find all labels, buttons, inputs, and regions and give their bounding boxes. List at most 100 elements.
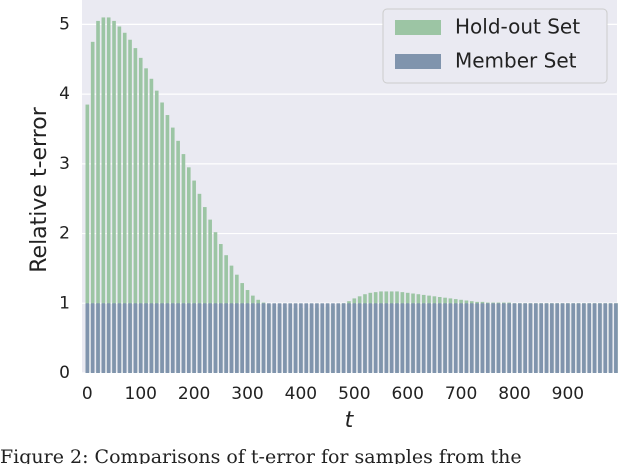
bar xyxy=(443,303,447,373)
bar xyxy=(614,303,618,373)
bar xyxy=(117,26,122,373)
bar xyxy=(496,303,501,373)
bar xyxy=(197,303,202,373)
bar xyxy=(400,303,405,373)
bar xyxy=(571,303,576,373)
bar xyxy=(240,303,244,373)
bar xyxy=(138,57,143,374)
x-tick-label: 200 xyxy=(178,384,210,404)
bar xyxy=(459,303,463,373)
legend-swatch xyxy=(395,20,441,35)
bar xyxy=(245,303,250,373)
bar xyxy=(85,104,90,373)
y-tick-label: 2 xyxy=(59,224,70,244)
bar xyxy=(325,303,330,373)
bar xyxy=(213,232,218,373)
legend-label: Hold-out Set xyxy=(455,15,580,39)
x-tick-label: 300 xyxy=(231,384,263,404)
bar xyxy=(507,303,511,373)
bar xyxy=(176,303,180,373)
bar xyxy=(555,303,560,373)
bar xyxy=(170,303,175,373)
x-tick-label: 500 xyxy=(338,384,370,404)
bar xyxy=(309,303,314,373)
bar xyxy=(518,303,522,373)
bar xyxy=(165,115,170,373)
bar xyxy=(582,303,586,373)
bar xyxy=(154,90,159,374)
bar xyxy=(512,303,517,373)
bar xyxy=(154,303,159,373)
x-tick-label: 100 xyxy=(125,384,157,404)
bar xyxy=(122,303,127,373)
caption: Figure 2: Comparisons of t-error for sam… xyxy=(0,446,522,464)
bar xyxy=(85,303,90,373)
bar xyxy=(170,127,175,373)
bar xyxy=(405,303,410,373)
bar xyxy=(112,303,116,373)
bar xyxy=(395,303,399,373)
bar xyxy=(432,303,437,373)
bar xyxy=(181,154,186,373)
bar xyxy=(138,303,143,373)
bar xyxy=(149,303,154,373)
bar xyxy=(96,20,100,373)
bar xyxy=(229,303,234,373)
bar xyxy=(133,303,138,373)
bar xyxy=(165,303,170,373)
bar xyxy=(480,303,485,373)
bar xyxy=(117,303,122,373)
bar xyxy=(534,303,538,373)
bar xyxy=(539,303,543,373)
bar xyxy=(608,303,613,373)
bar xyxy=(331,303,335,373)
bar xyxy=(202,207,207,373)
bar xyxy=(128,303,132,373)
bar xyxy=(341,303,346,373)
bar xyxy=(267,303,271,373)
legend-swatch xyxy=(395,54,441,69)
x-tick-label: 900 xyxy=(552,384,584,404)
bar xyxy=(304,303,309,373)
bar xyxy=(202,303,207,373)
y-tick-label: 0 xyxy=(59,363,70,383)
bar xyxy=(106,17,111,374)
bar xyxy=(288,303,293,373)
bar xyxy=(224,303,228,373)
bar xyxy=(603,303,608,373)
y-tick-label: 3 xyxy=(59,154,70,174)
bar xyxy=(528,303,533,373)
bar xyxy=(357,303,362,373)
bar xyxy=(352,303,357,373)
y-axis-label: Relative t-error xyxy=(27,106,52,272)
bar xyxy=(347,303,351,373)
bar xyxy=(122,32,127,374)
bar xyxy=(523,303,527,373)
bar xyxy=(251,303,255,373)
bar xyxy=(133,48,138,374)
bar xyxy=(112,20,116,373)
x-tick-label: 0 xyxy=(82,384,93,404)
bar xyxy=(453,303,458,373)
bar xyxy=(192,303,196,373)
bar xyxy=(272,303,277,373)
bar xyxy=(560,303,565,373)
bar xyxy=(576,303,581,373)
bar xyxy=(411,303,415,373)
bar xyxy=(389,303,394,373)
bar xyxy=(464,303,469,373)
bar xyxy=(368,303,373,373)
bar xyxy=(491,303,495,373)
bar xyxy=(379,303,383,373)
bar xyxy=(363,303,367,373)
y-tick-label: 1 xyxy=(59,293,70,313)
bar xyxy=(598,303,602,373)
bar xyxy=(501,303,506,373)
bar xyxy=(176,140,180,373)
bar xyxy=(293,303,298,373)
bar xyxy=(544,303,549,373)
bar xyxy=(208,219,212,373)
bar xyxy=(336,303,341,373)
bar xyxy=(160,102,164,373)
x-tick-label: 700 xyxy=(445,384,477,404)
